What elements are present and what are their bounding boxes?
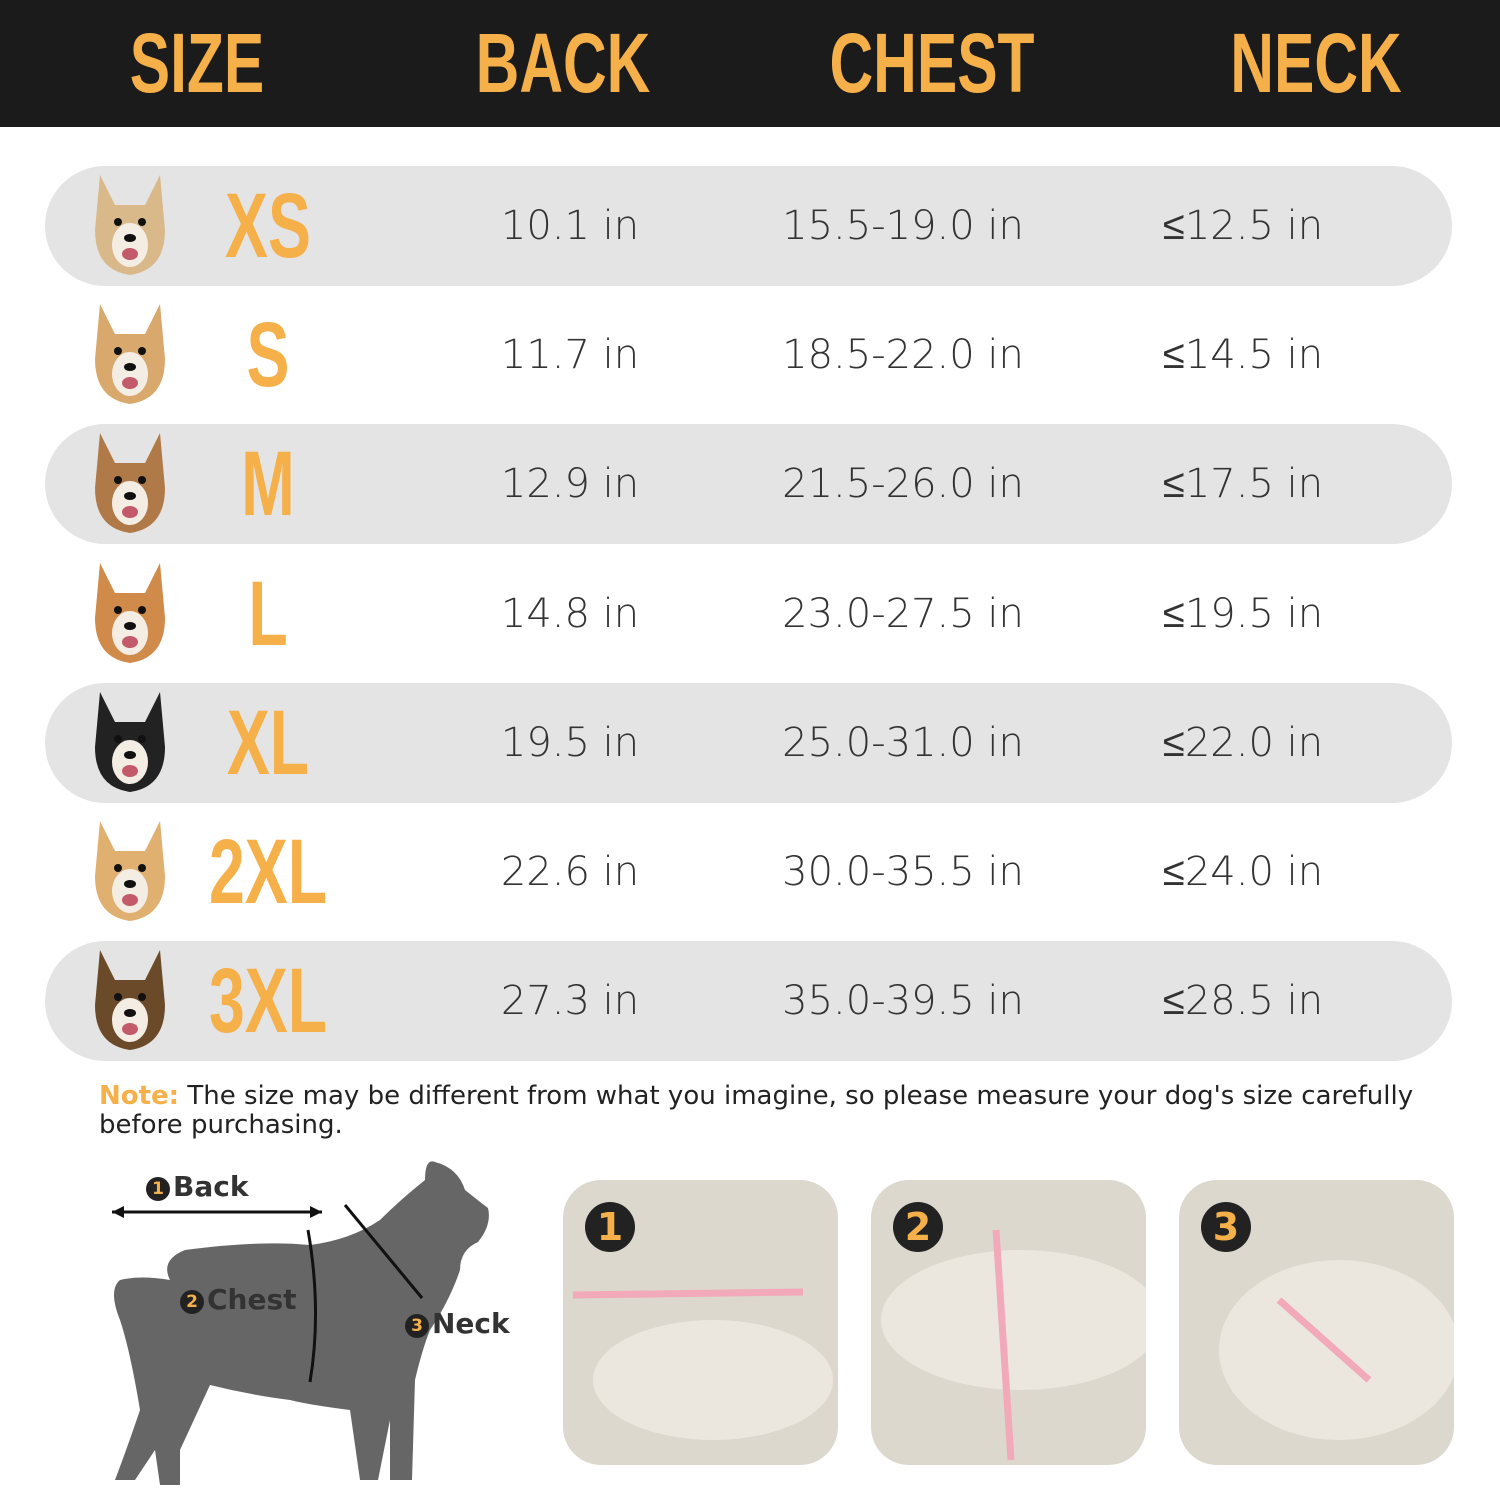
chest-value: 25.0-31.0 in: [782, 719, 1024, 766]
note-label: Note:: [99, 1081, 180, 1111]
size-label: L: [248, 562, 288, 665]
size-label: 3XL: [208, 950, 328, 1053]
chest-value: 23.0-27.5 in: [782, 590, 1024, 637]
table-row: S 11.7 in 18.5-22.0 in ≤14.5 in: [45, 295, 1452, 415]
note: Note: The size may be different from wha…: [99, 1082, 1500, 1140]
table-row: L 14.8 in 23.0-27.5 in ≤19.5 in: [45, 554, 1452, 674]
chest-label-text: Chest: [207, 1283, 297, 1316]
back-value: 11.7 in: [500, 332, 640, 379]
measure-photo-neck: 3: [1179, 1180, 1454, 1465]
chest-value: 15.5-19.0 in: [782, 203, 1024, 249]
step-number-1: 1: [585, 1202, 635, 1252]
corgi-dog-icon: [95, 562, 165, 663]
size-label: M: [241, 433, 295, 536]
back-number-icon: 1: [146, 1177, 170, 1201]
back-value: 19.5 in: [500, 719, 640, 766]
chest-value: 30.0-35.5 in: [782, 849, 1024, 895]
back-value: 12.9 in: [500, 461, 640, 508]
golden-retriever-dog-icon: [95, 821, 165, 921]
chest-value: 35.0-39.5 in: [782, 978, 1024, 1025]
table-row: XL 19.5 in 25.0-31.0 in ≤22.0 in: [45, 682, 1452, 803]
table-header: SIZE BACK CHEST NECK: [0, 0, 1500, 127]
chest-value: 18.5-22.0 in: [782, 332, 1024, 379]
poodle-mix-dog-icon: [95, 304, 165, 405]
header-back: BACK: [475, 16, 651, 110]
neck-value: ≤14.5 in: [1162, 332, 1324, 379]
toy-poodle-dog-icon: [95, 433, 165, 534]
header-chest: CHEST: [829, 16, 1035, 110]
back-value: 14.8 in: [500, 590, 640, 637]
note-text: The size may be different from what you …: [99, 1081, 1414, 1140]
german-shepherd-dog-icon: [95, 950, 165, 1051]
dog-silhouette-icon: [112, 1161, 489, 1485]
chest-number-icon: 2: [180, 1290, 204, 1314]
header-neck: NECK: [1230, 16, 1402, 110]
chest-value: 21.5-26.0 in: [782, 461, 1024, 508]
step-number-3: 3: [1201, 1202, 1251, 1252]
back-value: 22.6 in: [500, 849, 640, 895]
neck-number-icon: 3: [405, 1314, 429, 1338]
table-row: 2XL 22.6 in 30.0-35.5 in ≤24.0 in: [45, 812, 1452, 932]
size-label: 2XL: [208, 821, 328, 923]
header-size: SIZE: [129, 16, 265, 110]
measure-photo-back: 1: [563, 1180, 838, 1465]
neck-label: 3 Neck: [405, 1307, 510, 1340]
measure-photo-chest: 2: [871, 1180, 1146, 1465]
back-label: 1 Back: [146, 1170, 248, 1203]
neck-label-text: Neck: [432, 1307, 510, 1340]
table-row: XS 10.1 in 15.5-19.0 in ≤12.5 in: [45, 166, 1452, 286]
back-value: 10.1 in: [500, 203, 640, 249]
neck-value: ≤22.0 in: [1162, 719, 1324, 766]
size-label: S: [246, 304, 290, 407]
neck-value: ≤28.5 in: [1162, 978, 1324, 1025]
table-row: 3XL 27.3 in 35.0-39.5 in ≤28.5 in: [45, 941, 1452, 1062]
size-label: XS: [225, 175, 311, 277]
border-collie-dog-icon: [95, 691, 165, 792]
chest-label: 2 Chest: [180, 1283, 297, 1316]
back-label-text: Back: [173, 1170, 249, 1203]
table-row: M 12.9 in 21.5-26.0 in ≤17.5 in: [45, 424, 1452, 545]
neck-value: ≤17.5 in: [1162, 461, 1324, 508]
chihuahua-dog-icon: [95, 175, 165, 275]
size-label: XL: [226, 691, 310, 794]
back-value: 27.3 in: [500, 978, 640, 1025]
measure-diagram: 1 Back 2 Chest 3 Neck: [60, 1150, 560, 1490]
step-number-2: 2: [893, 1202, 943, 1252]
neck-value: ≤24.0 in: [1162, 849, 1324, 895]
neck-value: ≤12.5 in: [1162, 203, 1324, 249]
neck-value: ≤19.5 in: [1162, 590, 1324, 637]
